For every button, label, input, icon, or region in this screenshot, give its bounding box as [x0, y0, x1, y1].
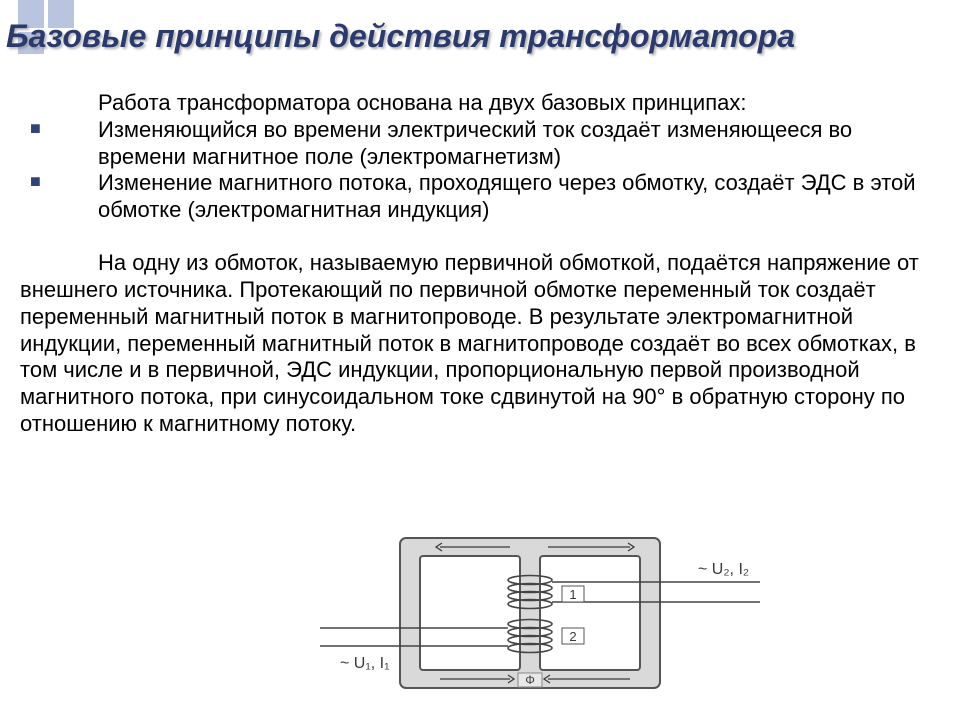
- bullet-2-text: Изменение магнитного потока, проходящего…: [78, 170, 930, 224]
- coil-1-label: 1: [569, 587, 576, 602]
- transformer-diagram: 1 2 Φ ~ U₁, I₁ ~ U₂, I₂: [310, 528, 780, 708]
- bullet-icon: ■: [20, 170, 78, 192]
- slide-title: Базовые принципы действия трансформатора: [6, 18, 950, 55]
- paragraph-2: На одну из обмоток, называемую первичной…: [20, 250, 930, 438]
- bullet-icon: ■: [20, 117, 78, 139]
- slide-body: Работа трансформатора основана на двух б…: [20, 90, 930, 438]
- intro-text: Работа трансформатора основана на двух б…: [20, 90, 930, 117]
- coil-2-label: 2: [569, 629, 576, 644]
- core-window-right: [540, 556, 640, 670]
- list-item: ■ Изменение магнитного потока, проходяще…: [20, 170, 930, 224]
- phi-label: Φ: [525, 673, 535, 687]
- core-window-left: [420, 556, 520, 670]
- list-item: ■ Изменяющийся во времени электрический …: [20, 117, 930, 171]
- spacer: [20, 224, 930, 250]
- left-terminal-label: ~ U₁, I₁: [340, 655, 389, 672]
- right-terminal-label: ~ U₂, I₂: [698, 561, 749, 578]
- bullet-1-text: Изменяющийся во времени электрический то…: [78, 117, 930, 171]
